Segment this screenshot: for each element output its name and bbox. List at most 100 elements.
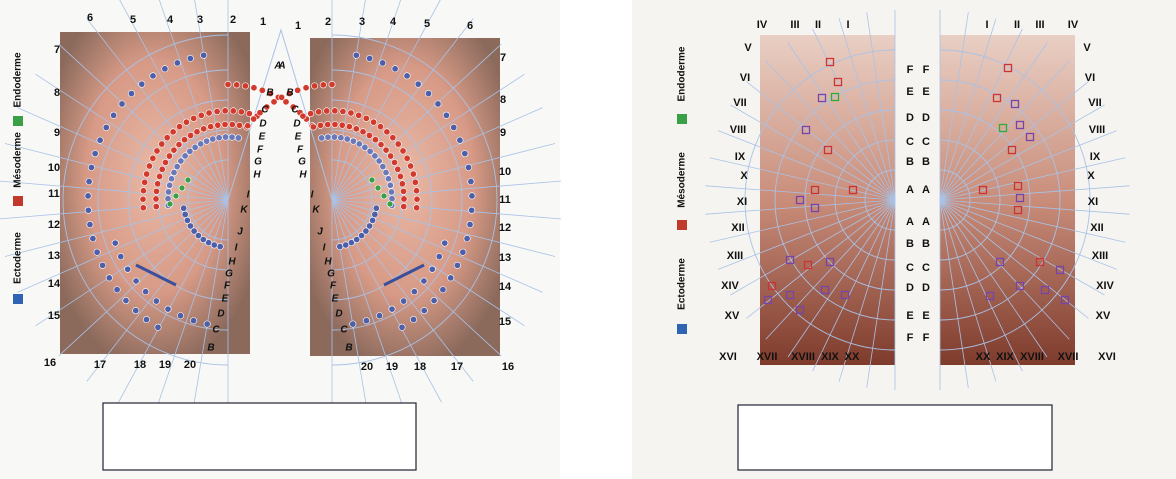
point xyxy=(400,187,408,195)
grid-ray xyxy=(331,0,366,201)
point xyxy=(398,180,406,188)
grid-arc xyxy=(939,109,1031,291)
point xyxy=(141,178,149,186)
point xyxy=(186,147,194,155)
point xyxy=(795,305,805,315)
point xyxy=(216,243,224,251)
point xyxy=(152,203,160,211)
point xyxy=(400,297,408,305)
label: XV xyxy=(1096,310,1111,322)
point xyxy=(294,86,302,94)
point xyxy=(413,195,421,203)
point xyxy=(184,176,192,184)
label: F xyxy=(257,145,264,156)
grid-ray xyxy=(939,104,1105,201)
label: VII xyxy=(1088,97,1101,109)
point xyxy=(266,89,274,97)
point xyxy=(466,221,474,229)
grid-ray xyxy=(730,199,896,296)
point xyxy=(132,307,140,315)
label: 13 xyxy=(48,250,60,262)
point xyxy=(453,261,461,269)
grid-arc xyxy=(864,169,896,231)
point xyxy=(355,140,363,148)
point xyxy=(468,206,476,214)
label: XVII xyxy=(757,351,778,363)
point xyxy=(803,260,813,270)
label: F xyxy=(907,64,914,76)
grid-ray xyxy=(838,18,896,201)
point xyxy=(102,123,110,131)
point xyxy=(316,121,324,129)
point xyxy=(366,54,374,62)
point xyxy=(1003,63,1013,73)
grid-ray xyxy=(812,199,896,372)
label: E xyxy=(906,86,913,98)
grid-ray xyxy=(730,104,896,201)
point xyxy=(825,57,835,67)
point xyxy=(190,227,198,235)
label: F xyxy=(907,332,914,344)
point xyxy=(428,265,436,273)
label: B xyxy=(266,88,273,99)
point xyxy=(995,257,1005,267)
point xyxy=(387,152,395,160)
germ-swatch xyxy=(13,294,23,304)
label: D xyxy=(293,119,300,130)
point xyxy=(149,72,157,80)
grid-ray xyxy=(939,12,969,201)
grid-arc xyxy=(834,139,896,261)
point xyxy=(441,239,449,247)
point xyxy=(391,159,399,167)
point xyxy=(229,107,237,115)
label: 2 xyxy=(325,16,331,28)
label: 17 xyxy=(451,361,463,373)
point xyxy=(388,305,396,313)
point xyxy=(345,123,353,131)
grid-ray xyxy=(866,199,896,388)
point xyxy=(270,98,278,106)
grid-ray xyxy=(331,143,556,201)
label: Mésoderme xyxy=(677,152,688,208)
label: XIX xyxy=(996,351,1014,363)
label: 11 xyxy=(499,194,511,206)
label: IV xyxy=(1068,19,1079,31)
label: E xyxy=(906,310,913,322)
point xyxy=(278,93,286,101)
point xyxy=(183,216,191,224)
apex xyxy=(227,28,333,201)
point xyxy=(810,185,820,195)
point xyxy=(376,312,384,320)
point xyxy=(139,204,147,212)
point xyxy=(365,131,373,139)
grid-ray xyxy=(939,18,997,201)
label: I xyxy=(985,19,988,31)
point xyxy=(459,248,467,256)
label: A xyxy=(922,184,930,196)
point xyxy=(149,154,157,162)
point xyxy=(258,86,266,94)
point xyxy=(468,192,476,200)
points xyxy=(84,51,1070,331)
grid-ray xyxy=(194,0,229,201)
point xyxy=(352,51,360,59)
label: V xyxy=(744,42,752,54)
point xyxy=(817,93,827,103)
point xyxy=(810,203,820,213)
point xyxy=(164,305,172,313)
point xyxy=(330,133,338,141)
point xyxy=(122,297,130,305)
point xyxy=(394,140,402,148)
label: C xyxy=(261,105,269,116)
point xyxy=(158,140,166,148)
label: XVIII xyxy=(791,351,815,363)
point xyxy=(338,121,346,129)
grid-ray xyxy=(717,130,896,201)
grid-ray xyxy=(331,199,562,220)
point xyxy=(164,188,172,196)
grid-arc xyxy=(939,79,1061,321)
grid-ray xyxy=(939,199,1118,270)
point xyxy=(413,187,421,195)
label: 19 xyxy=(386,361,398,373)
label: IX xyxy=(735,151,746,163)
